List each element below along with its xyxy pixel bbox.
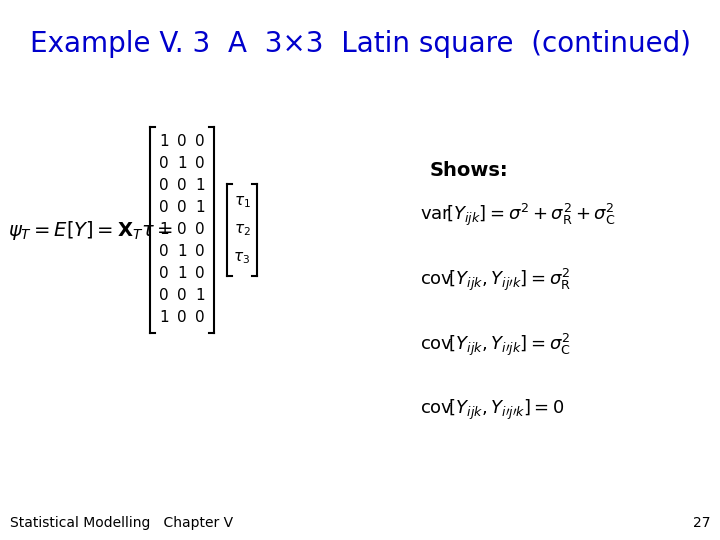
Text: 1: 1 bbox=[159, 310, 168, 326]
Text: 27: 27 bbox=[693, 516, 710, 530]
Text: 0: 0 bbox=[159, 179, 168, 193]
Text: 0: 0 bbox=[195, 310, 204, 326]
Text: 0: 0 bbox=[177, 179, 186, 193]
Text: 0: 0 bbox=[195, 157, 204, 172]
Text: 0: 0 bbox=[159, 157, 168, 172]
Text: 0: 0 bbox=[195, 222, 204, 238]
Text: $\tau_3$: $\tau_3$ bbox=[233, 250, 251, 266]
Text: 1: 1 bbox=[177, 157, 186, 172]
Text: 0: 0 bbox=[195, 245, 204, 260]
Text: $\psi_T = E\left[Y\right] = \mathbf{X}_T\tau =$: $\psi_T = E\left[Y\right] = \mathbf{X}_T… bbox=[8, 219, 173, 241]
Text: 0: 0 bbox=[177, 310, 186, 326]
Text: 0: 0 bbox=[159, 288, 168, 303]
Text: 0: 0 bbox=[159, 200, 168, 215]
Text: 0: 0 bbox=[177, 222, 186, 238]
Text: 0: 0 bbox=[177, 288, 186, 303]
Text: $\mathrm{cov}\!\left[Y_{ijk}, Y_{i\prime j\prime k}\right] = 0$: $\mathrm{cov}\!\left[Y_{ijk}, Y_{i\prime… bbox=[420, 398, 564, 422]
Text: 1: 1 bbox=[159, 134, 168, 150]
Text: 1: 1 bbox=[177, 245, 186, 260]
Text: Example V. 3  A  3×3  Latin square  (continued): Example V. 3 A 3×3 Latin square (continu… bbox=[30, 30, 690, 58]
Text: $\tau_1$: $\tau_1$ bbox=[233, 194, 251, 210]
Text: $\mathrm{cov}\!\left[Y_{ijk}, Y_{i\prime jk}\right] = \sigma^2_{\mathrm{C}}$: $\mathrm{cov}\!\left[Y_{ijk}, Y_{i\prime… bbox=[420, 332, 571, 358]
Text: 1: 1 bbox=[195, 288, 204, 303]
Text: 1: 1 bbox=[195, 200, 204, 215]
Text: $\mathrm{var}\!\left[Y_{ijk}\right] = \sigma^2 + \sigma^2_{\mathrm{R}} + \sigma^: $\mathrm{var}\!\left[Y_{ijk}\right] = \s… bbox=[420, 202, 616, 228]
Text: Statistical Modelling   Chapter V: Statistical Modelling Chapter V bbox=[10, 516, 233, 530]
Text: 1: 1 bbox=[195, 179, 204, 193]
Text: 0: 0 bbox=[195, 267, 204, 281]
Text: 0: 0 bbox=[159, 267, 168, 281]
Text: $\mathrm{cov}\!\left[Y_{ijk}, Y_{ij\prime k}\right] = \sigma^2_{\mathrm{R}}$: $\mathrm{cov}\!\left[Y_{ijk}, Y_{ij\prim… bbox=[420, 267, 571, 293]
Text: 0: 0 bbox=[177, 134, 186, 150]
Text: 0: 0 bbox=[159, 245, 168, 260]
Text: Shows:: Shows: bbox=[430, 160, 508, 179]
Text: 0: 0 bbox=[177, 200, 186, 215]
Text: $\tau_2$: $\tau_2$ bbox=[233, 222, 251, 238]
Text: 1: 1 bbox=[177, 267, 186, 281]
Text: 1: 1 bbox=[159, 222, 168, 238]
Text: 0: 0 bbox=[195, 134, 204, 150]
